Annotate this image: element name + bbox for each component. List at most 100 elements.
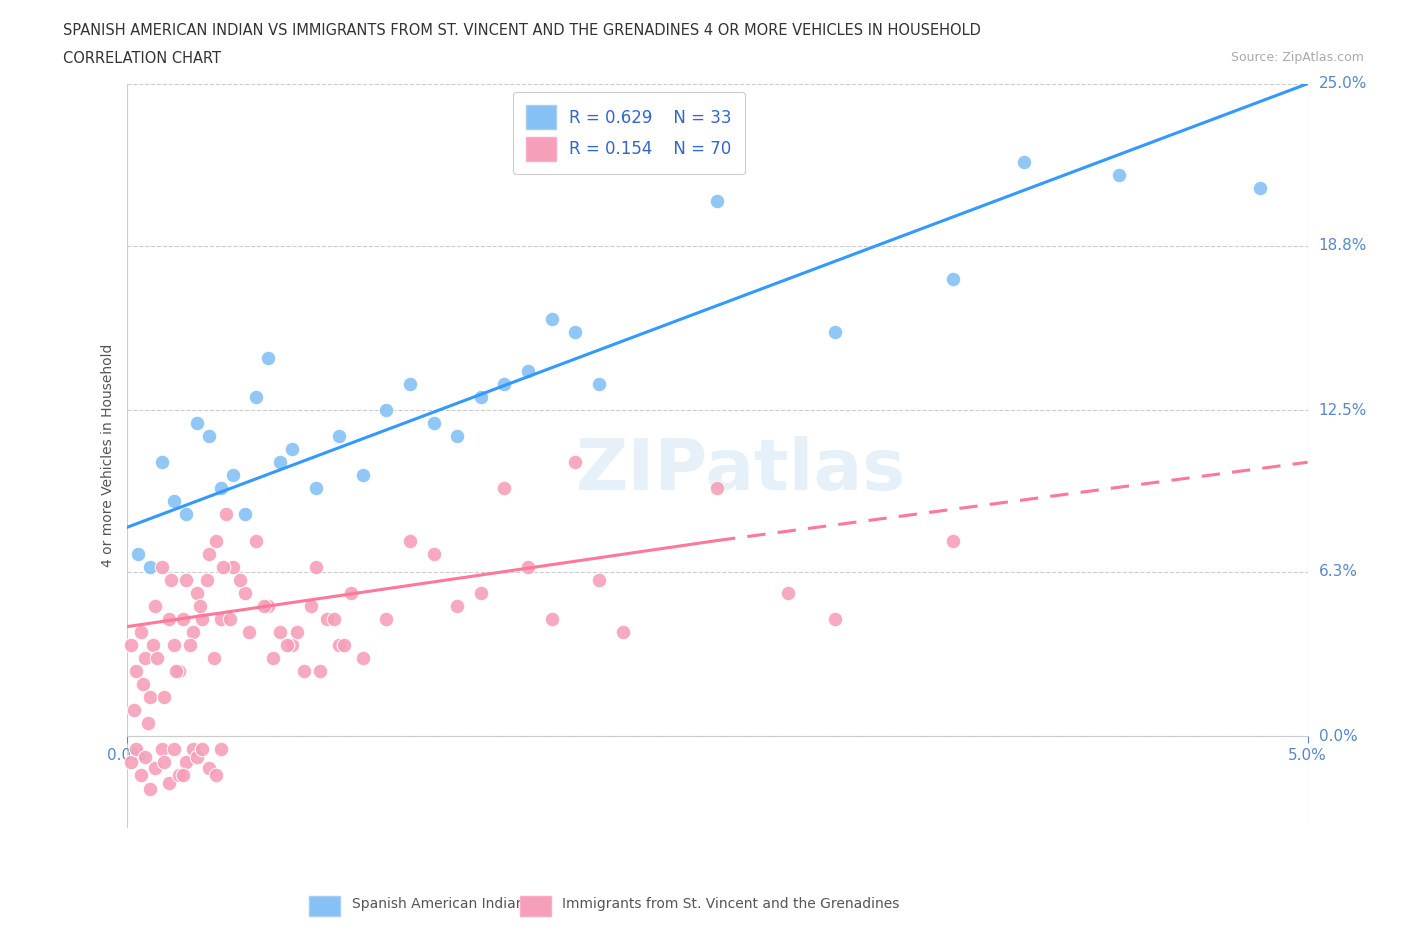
Text: SPANISH AMERICAN INDIAN VS IMMIGRANTS FROM ST. VINCENT AND THE GRENADINES 4 OR M: SPANISH AMERICAN INDIAN VS IMMIGRANTS FR… (63, 23, 981, 38)
Point (122, 703, 145, 718)
Point (127, 546, 149, 561)
Point (150, 742, 173, 757)
Point (269, 455, 291, 470)
Text: CORRELATION CHART: CORRELATION CHART (63, 51, 221, 66)
Point (252, 598, 274, 613)
Point (174, 507, 197, 522)
Point (276, 638, 298, 653)
Point (309, 664, 332, 679)
Point (198, 546, 221, 561)
Point (706, 193, 728, 208)
Point (125, 664, 148, 679)
Point (588, 377, 610, 392)
Point (188, 598, 211, 613)
Point (141, 638, 163, 653)
Point (262, 651, 284, 666)
Point (181, 742, 204, 757)
Point (1108, 167, 1130, 182)
Point (186, 585, 208, 600)
Point (219, 611, 242, 626)
Point (157, 776, 180, 790)
Point (304, 559, 326, 574)
Point (174, 755, 197, 770)
Point (136, 716, 159, 731)
Point (146, 651, 169, 666)
Point (233, 585, 256, 600)
Point (245, 533, 267, 548)
Point (167, 768, 190, 783)
Text: ZIPatlas: ZIPatlas (575, 436, 905, 505)
Point (163, 494, 186, 509)
Text: 0.0%: 0.0% (1319, 729, 1357, 744)
Point (129, 768, 152, 783)
Point (517, 364, 540, 379)
Point (120, 638, 142, 653)
Point (139, 559, 162, 574)
Point (222, 468, 245, 483)
Point (281, 442, 304, 457)
Point (328, 429, 350, 444)
Point (942, 533, 965, 548)
Point (352, 468, 374, 483)
Point (181, 624, 204, 639)
Point (134, 651, 156, 666)
Text: Source: ZipAtlas.com: Source: ZipAtlas.com (1230, 51, 1364, 64)
Point (328, 638, 350, 653)
Point (165, 664, 187, 679)
Point (134, 750, 156, 764)
Point (446, 598, 468, 613)
Point (198, 760, 221, 775)
Point (588, 572, 610, 587)
Point (125, 742, 148, 757)
Point (375, 403, 398, 418)
Point (229, 572, 252, 587)
Point (205, 768, 228, 783)
Point (120, 755, 142, 770)
Point (824, 325, 846, 339)
Point (179, 638, 201, 653)
Point (340, 585, 363, 600)
Point (494, 377, 516, 392)
Point (323, 611, 346, 626)
Point (150, 559, 173, 574)
Point (422, 416, 444, 431)
Point (375, 611, 398, 626)
Y-axis label: 4 or more Vehicles in Household: 4 or more Vehicles in Household (101, 344, 115, 567)
Point (153, 755, 176, 770)
Point (245, 390, 267, 405)
Point (706, 481, 728, 496)
Point (198, 429, 221, 444)
Point (352, 651, 374, 666)
Point (172, 611, 194, 626)
Point (292, 664, 315, 679)
Point (209, 611, 232, 626)
Point (564, 325, 586, 339)
Point (129, 624, 152, 639)
Point (143, 598, 166, 613)
Point (215, 507, 238, 522)
Point (316, 611, 339, 626)
Point (132, 677, 155, 692)
Point (399, 377, 422, 392)
Point (517, 559, 540, 574)
Point (212, 559, 235, 574)
Point (143, 760, 166, 775)
Point (540, 312, 562, 326)
Point (281, 638, 304, 653)
Point (494, 481, 516, 496)
Point (422, 546, 444, 561)
Point (470, 585, 492, 600)
Point (540, 611, 562, 626)
Point (942, 272, 965, 287)
Point (564, 455, 586, 470)
Point (195, 572, 218, 587)
Point (209, 481, 232, 496)
Point (202, 651, 225, 666)
Point (205, 533, 228, 548)
Point (186, 750, 208, 764)
Text: Spanish American Indians: Spanish American Indians (352, 897, 531, 911)
Point (399, 533, 422, 548)
Point (470, 390, 492, 405)
Text: 18.8%: 18.8% (1319, 238, 1367, 253)
Point (167, 664, 190, 679)
